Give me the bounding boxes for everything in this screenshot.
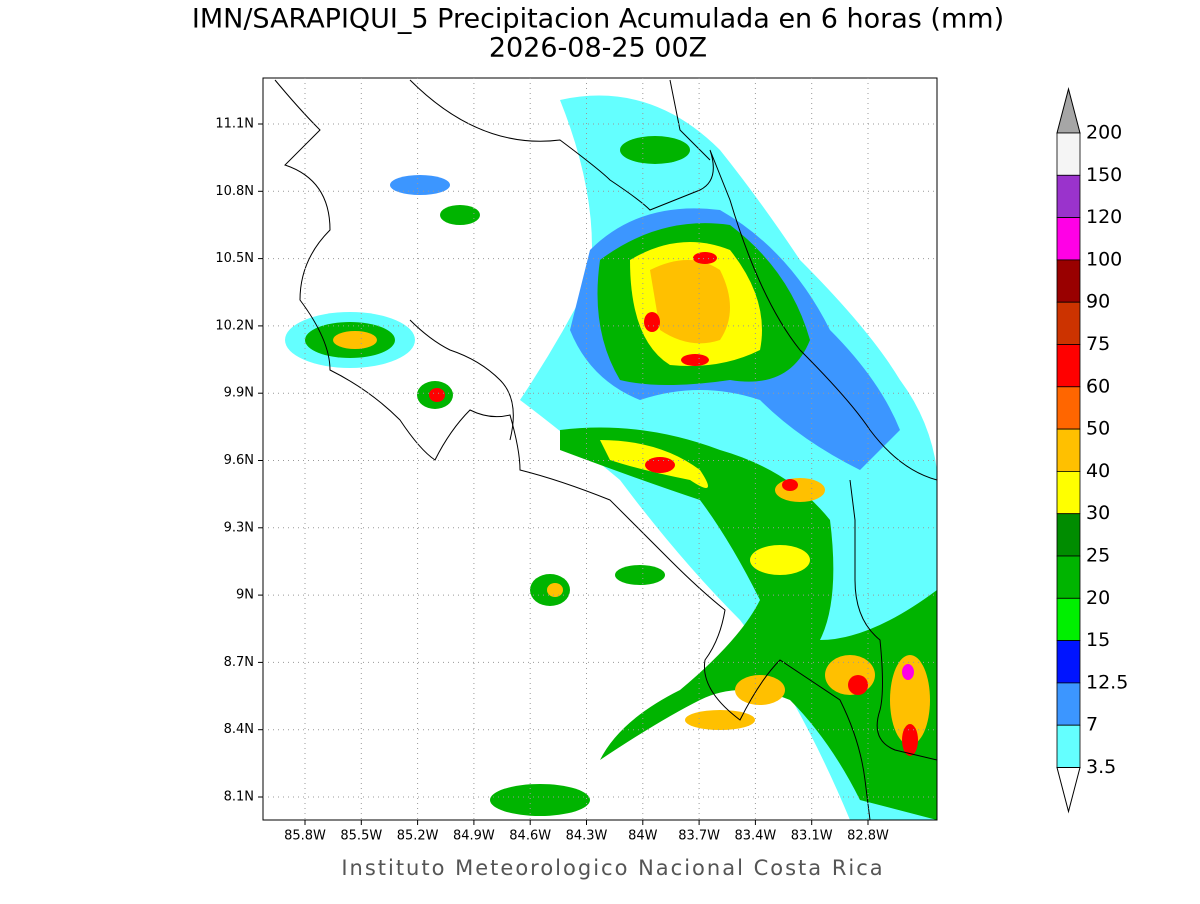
colorbar-box: [1056, 217, 1081, 261]
colorbar-label: 15: [1086, 629, 1110, 651]
lat-label: 8.1N: [224, 790, 254, 805]
map-frame: [262, 77, 938, 821]
colorbar-label: 50: [1086, 418, 1110, 440]
lon-label: 83.7W: [678, 829, 720, 844]
colorbar-box: [1056, 428, 1081, 472]
lon-label: 84.3W: [566, 829, 608, 844]
colorbar-box: [1056, 174, 1081, 219]
lat-label: 8.4N: [224, 722, 254, 737]
lat-label: 9.9N: [224, 386, 254, 401]
lon-label: 84W: [628, 829, 658, 844]
colorbar-box: [1056, 386, 1081, 430]
lon-label: 83.4W: [734, 829, 776, 844]
lon-label: 85.2W: [397, 829, 439, 844]
colorbar-label: 30: [1086, 502, 1110, 524]
colorbar-label: 200: [1086, 122, 1122, 144]
colorbar-label: 120: [1086, 206, 1122, 228]
colorbar-label: 7: [1086, 714, 1098, 736]
lon-label: 85.8W: [284, 829, 326, 844]
colorbar-label: 75: [1086, 333, 1110, 355]
lat-label: 9.6N: [224, 453, 254, 468]
colorbar-label: 20: [1086, 587, 1110, 609]
colorbar-box: [1056, 724, 1081, 768]
colorbar-label: 25: [1086, 545, 1110, 567]
colorbar-box: [1056, 555, 1081, 599]
colorbar-label: 100: [1086, 248, 1122, 270]
lon-label: 83.1W: [791, 829, 833, 844]
colorbar-arrow: [1056, 87, 1081, 134]
colorbar-box: [1056, 597, 1081, 641]
colorbar-box: [1056, 301, 1081, 345]
colorbar-box: [1056, 344, 1081, 388]
subtitle: 2026-08-25 00Z: [489, 33, 707, 64]
lat-label: 8.7N: [224, 655, 254, 670]
colorbar-arrow: [1056, 767, 1081, 814]
colorbar-label: 3.5: [1086, 756, 1116, 778]
colorbar-label: 12.5: [1086, 671, 1128, 693]
lat-label: 9.3N: [224, 520, 254, 535]
colorbar-label: 60: [1086, 375, 1110, 397]
lon-label: 84.9W: [453, 829, 495, 844]
lat-label: 10.8N: [215, 184, 254, 199]
colorbar-box: [1056, 259, 1081, 303]
lat-label: 9N: [236, 588, 254, 603]
lon-label: 84.6W: [509, 829, 551, 844]
colorbar-label: 40: [1086, 460, 1110, 482]
colorbar-box: [1056, 640, 1081, 684]
colorbar-box: [1056, 132, 1081, 176]
footer: Instituto Meteorologico Nacional Costa R…: [341, 856, 884, 880]
precipitation-field: [274, 79, 937, 820]
colorbar-label: 150: [1086, 164, 1122, 186]
lat-label: 11.1N: [215, 117, 254, 132]
lat-label: 10.2N: [215, 318, 254, 333]
colorbar-label: 90: [1086, 291, 1110, 313]
title: IMN/SARAPIQUI_5 Precipitacion Acumulada …: [192, 4, 1004, 35]
colorbar-box: [1056, 470, 1081, 515]
lat-label: 10.5N: [215, 251, 254, 266]
colorbar-box: [1056, 513, 1081, 557]
colorbar-box: [1056, 682, 1081, 726]
lon-label: 85.5W: [340, 829, 382, 844]
lon-label: 82.8W: [847, 829, 889, 844]
